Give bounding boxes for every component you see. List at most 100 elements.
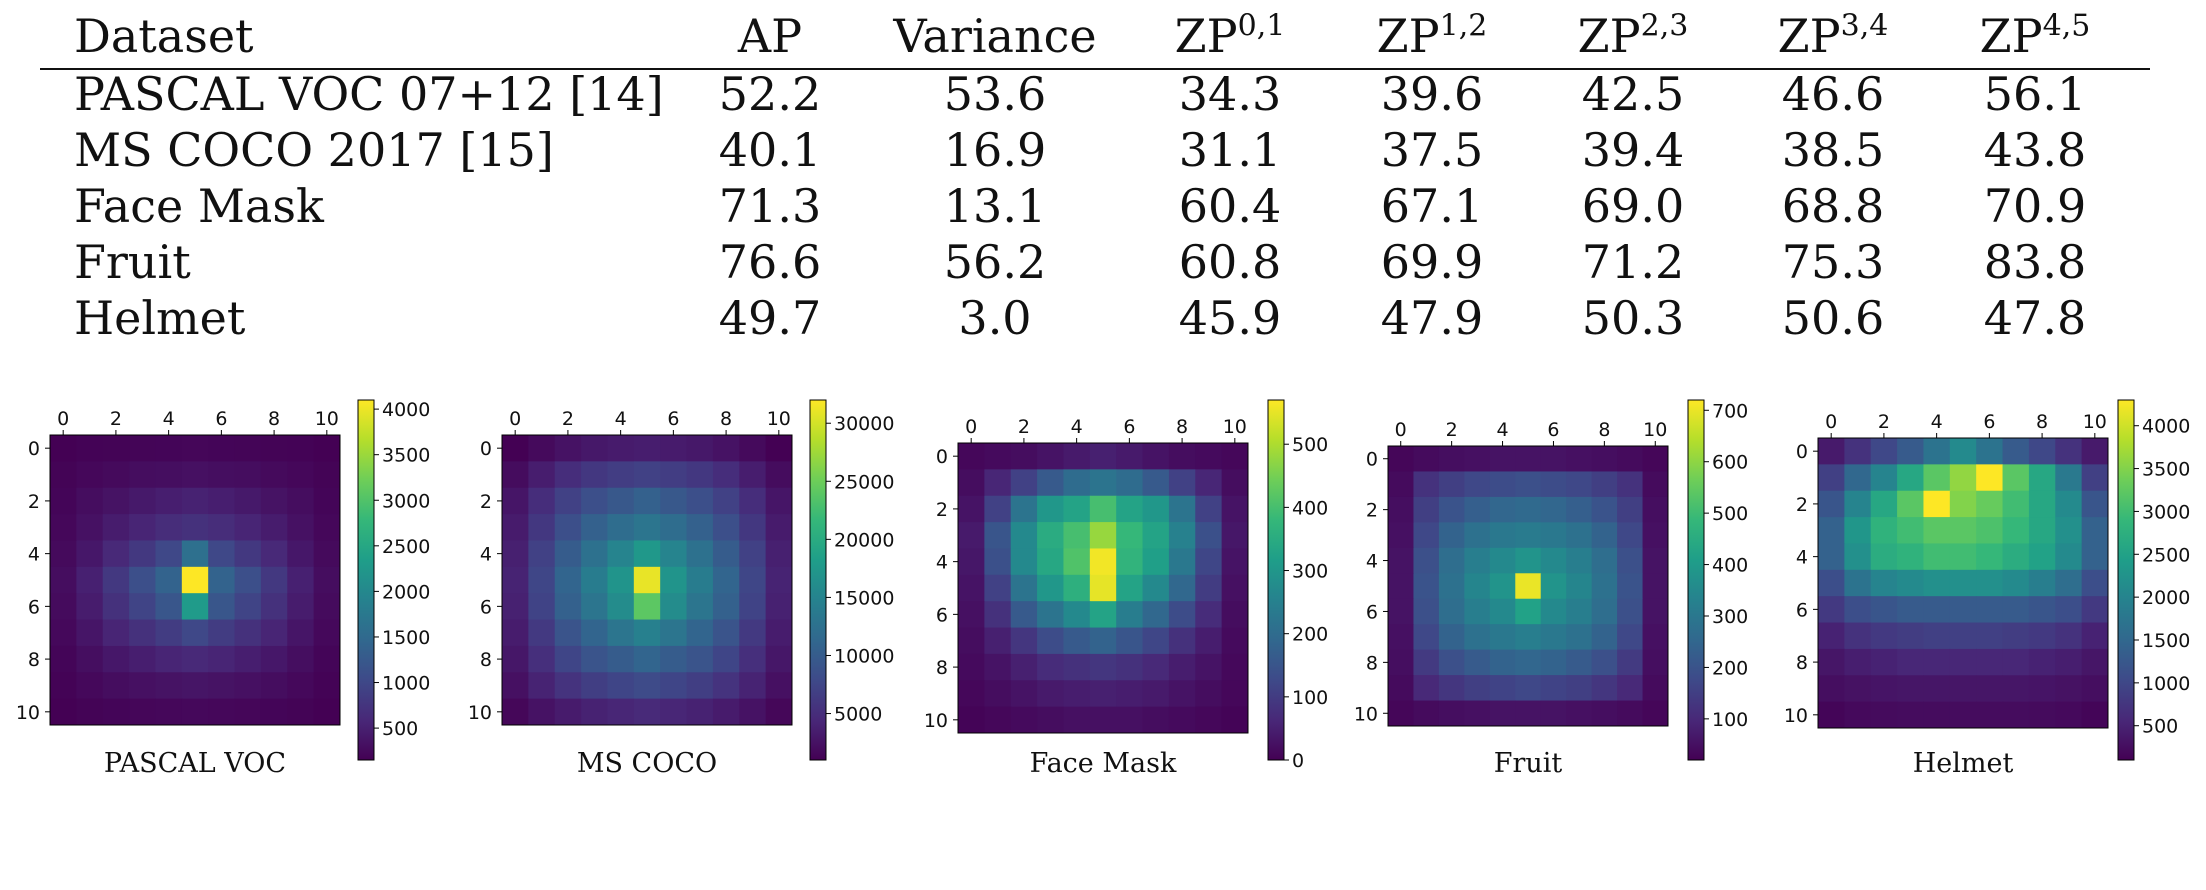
heatmap-cell	[1168, 706, 1196, 734]
cell-zp23: 71.2	[1581, 235, 1685, 289]
cell-zp12: 37.5	[1380, 123, 1484, 177]
heatmap-cell	[2002, 517, 2030, 544]
heatmap-cell	[1976, 517, 2004, 544]
heatmap-cell	[1489, 547, 1516, 574]
heatmap-cell	[1870, 622, 1898, 650]
heatmap-cell	[712, 672, 740, 700]
heatmap-cell	[502, 540, 529, 568]
heatmap-cell	[633, 619, 661, 647]
heatmap-cell	[50, 672, 77, 700]
heatmap-cell	[1413, 700, 1440, 727]
heatmap-cell	[607, 672, 635, 700]
heatmap-cell	[2002, 622, 2030, 650]
heatmap-cell	[1642, 624, 1669, 651]
heatmap-cell	[1464, 522, 1491, 549]
heatmap-cell	[1063, 601, 1091, 629]
cell-zp45: 56.1	[1983, 67, 2087, 121]
heatmap-cell	[739, 540, 767, 568]
heatmap-cell	[712, 461, 740, 489]
heatmap-cell	[1221, 574, 1249, 602]
heatmap-cell	[1642, 496, 1669, 523]
heatmap-cell	[502, 593, 529, 621]
heatmap-cell	[1142, 627, 1170, 655]
colorbar	[2117, 399, 2135, 761]
heatmap-cell	[155, 487, 183, 515]
heatmap-cell	[1010, 706, 1038, 734]
heatmap-cell	[712, 645, 740, 673]
colorbar-tick-label: 400	[1292, 497, 1328, 519]
heatmap-cell	[739, 461, 767, 489]
colorbar-tick-label: 300	[1712, 606, 1748, 628]
heatmap-cell	[1923, 517, 1951, 544]
heatmap-cell	[1617, 700, 1644, 727]
heatmap-cell	[1515, 598, 1542, 625]
heatmap-cell	[129, 461, 156, 489]
heatmap-cell	[633, 487, 661, 515]
heatmap-cell	[1142, 495, 1170, 523]
heatmap-cell	[2002, 464, 2030, 492]
heatmap-cell	[765, 593, 793, 621]
heatmap-cell	[1591, 624, 1618, 651]
heatmap-caption: PASCAL VOC	[104, 748, 286, 779]
heatmap-cell	[686, 461, 714, 489]
heatmap-cell	[984, 574, 1012, 602]
heatmap-cell	[1116, 548, 1144, 576]
heatmap-cell	[1566, 598, 1593, 625]
heatmap-cell	[2055, 490, 2083, 518]
heatmap-cell	[1195, 495, 1223, 523]
heatmap-caption: Fruit	[1494, 748, 1563, 779]
heatmap-cell	[76, 619, 104, 647]
heatmap-cell	[1540, 649, 1567, 676]
heatmap-cell	[1116, 469, 1144, 497]
heatmap-cell	[1010, 680, 1038, 708]
heatmap-cell	[313, 487, 341, 515]
y-tick-label: 2	[1796, 494, 1808, 516]
heatmap-cell	[1089, 680, 1117, 708]
table-row: PASCAL VOC 07+12 [14] 52.2 53.6 34.3 39.6 42.…	[40, 66, 2150, 122]
heatmap-cell	[1010, 627, 1038, 655]
heatmap-cell	[2081, 675, 2109, 703]
x-tick-label: 10	[1643, 419, 1667, 441]
heatmap-cell	[1515, 573, 1542, 600]
heatmap-cell	[1116, 680, 1144, 708]
heatmap-cell	[1642, 446, 1669, 472]
heatmap-cell	[502, 645, 529, 673]
heatmap-cell	[2081, 490, 2109, 518]
heatmap-cell	[1976, 648, 2004, 676]
heatmap-cell	[1818, 438, 1845, 465]
heatmap-cell	[554, 645, 582, 673]
header-dataset: Dataset	[74, 8, 254, 64]
heatmap-cell	[739, 672, 767, 700]
heatmap-cell	[1010, 601, 1038, 629]
heatmap-cell	[1142, 522, 1170, 549]
heatmap-cell	[1897, 648, 1924, 676]
heatmap-cell	[181, 461, 209, 489]
heatmap-cell	[712, 566, 740, 594]
heatmap-caption: MS COCO	[577, 748, 717, 779]
heatmap-cell	[1037, 653, 1064, 681]
x-tick-label: 8	[720, 408, 732, 430]
heatmap-cell	[1413, 471, 1440, 498]
heatmap-cell	[1844, 622, 1872, 650]
heatmap-cell	[1063, 653, 1091, 681]
header-rule	[40, 68, 2150, 70]
heatmap-cell	[2055, 596, 2083, 624]
heatmap-cell	[2002, 675, 2030, 703]
heatmap-cell	[581, 593, 608, 621]
colorbar	[1267, 399, 1285, 761]
heatmap-cell	[1870, 543, 1898, 571]
heatmap-cell	[1566, 471, 1593, 498]
heatmap-cell	[1489, 471, 1516, 498]
heatmap-cell	[50, 540, 77, 568]
header-zp12-text: ZP	[1376, 9, 1440, 63]
heatmap-cell	[155, 619, 183, 647]
heatmap-cell	[1037, 601, 1064, 629]
heatmap-cell	[1976, 701, 2004, 729]
heatmap-cell	[660, 514, 688, 541]
heatmap-cell	[76, 593, 104, 621]
heatmap-cell	[1897, 622, 1924, 650]
heatmap-cell	[208, 698, 236, 726]
heatmap-cell	[1037, 574, 1064, 602]
heatmap-cell	[1195, 653, 1223, 681]
heatmap-cell	[1949, 648, 1977, 676]
